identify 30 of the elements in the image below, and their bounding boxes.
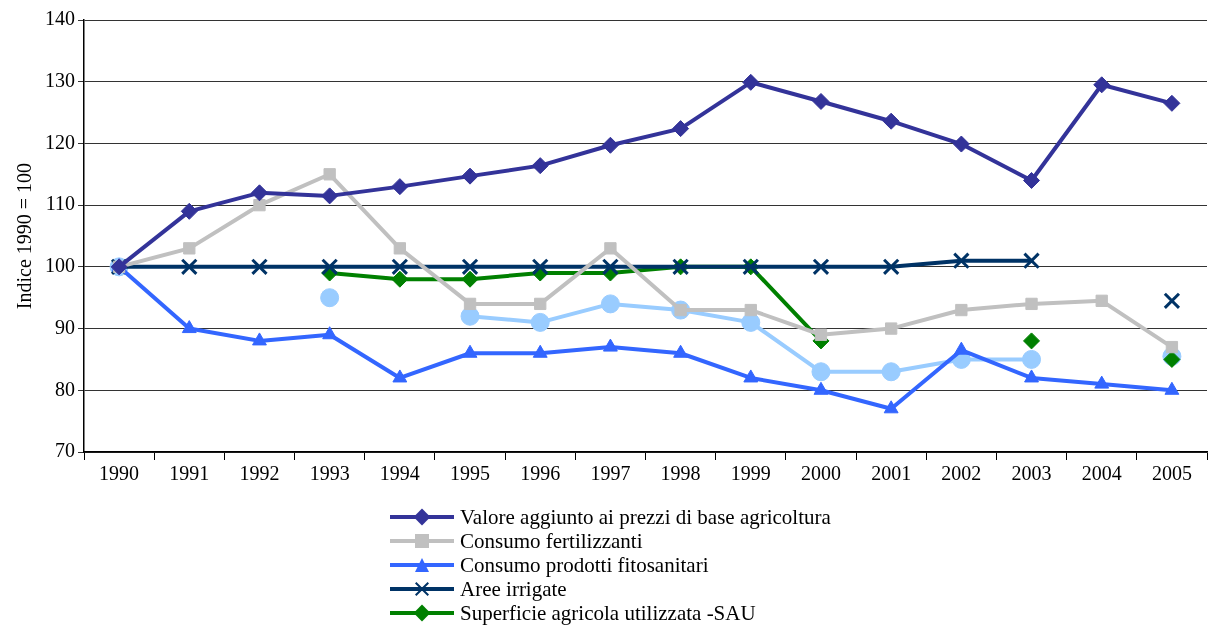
y-tick-label: 90 [55,315,75,338]
legend-label: Superficie agricola utilizzata -SAU [460,601,756,625]
y-axis-title: Indice 1990 = 100 [13,162,36,310]
x-tick-label: 1990 [99,462,140,485]
x-tick-label: 1995 [450,462,491,485]
x-tick-label: 2003 [1011,462,1052,485]
x-tick-label: 2001 [871,462,912,485]
y-tick-label: 70 [55,439,75,462]
y-tick-label: 80 [55,377,75,400]
y-tick-label: 140 [45,7,75,30]
x-tick-label: 1994 [379,462,420,485]
x-tick-label: 1998 [660,462,701,485]
y-tick-label: 100 [45,254,75,277]
legend-label: Valore aggiunto ai prezzi di base agricoltura [460,505,831,529]
x-tick-label: 1999 [730,462,771,485]
y-tick-label: 110 [45,192,75,215]
x-tick-label: 2005 [1151,462,1192,485]
legend-label: Aree irrigate [460,577,567,601]
x-tick-label: 1997 [590,462,631,485]
x-tick-label: 2000 [800,462,841,485]
y-tick-label: 120 [45,130,75,153]
x-tick-label: 1992 [239,462,280,485]
legend-label: Consumo fertilizzanti [460,529,643,553]
x-tick-label: 1991 [169,462,210,485]
y-tick-label: 130 [45,68,75,91]
x-tick-label: 1996 [520,462,561,485]
x-tick-label: 2004 [1081,462,1122,485]
x-tick-label: 1993 [309,462,350,485]
legend-label: Consumo prodotti fitosanitari [460,553,709,577]
x-tick-label: 2002 [941,462,982,485]
